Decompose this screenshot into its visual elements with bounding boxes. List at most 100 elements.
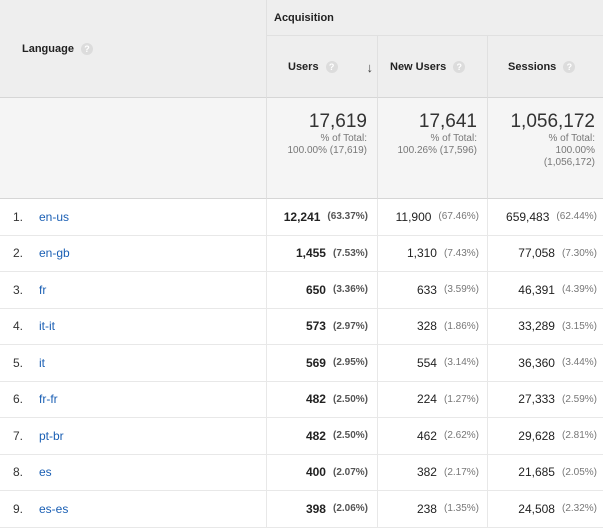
table-row-users: 482 (2.50%)	[267, 381, 378, 418]
sessions-value: 77,058	[518, 246, 555, 261]
new-users-value: 328	[416, 319, 437, 334]
new-users-value: 382	[416, 465, 437, 480]
language-link[interactable]: it	[39, 355, 45, 370]
help-icon[interactable]: ?	[453, 60, 466, 73]
new-users-value: 554	[416, 355, 437, 370]
table-row-users: 398 (2.06%)	[267, 491, 378, 528]
sessions-percent: (4.39%)	[561, 284, 597, 296]
users-value: 398	[305, 501, 326, 516]
table-row-new-users: 382 (2.17%)	[378, 454, 488, 491]
users-percent: (2.95%)	[332, 357, 368, 369]
totals-sessions-caption: % of Total:	[548, 133, 595, 144]
users-value: 482	[305, 392, 326, 407]
language-link[interactable]: pt-br	[39, 428, 64, 443]
table-row-new-users: 633 (3.59%)	[378, 272, 488, 309]
sessions-percent: (2.59%)	[561, 393, 597, 405]
new-users-percent: (67.46%)	[438, 211, 479, 223]
new-users-value: 1,310	[406, 246, 437, 261]
language-link[interactable]: it-it	[39, 319, 55, 334]
table-row-users: 482 (2.50%)	[267, 418, 378, 455]
users-percent: (2.06%)	[332, 503, 368, 515]
sort-descending-icon[interactable]: ↓	[366, 60, 374, 75]
sessions-value: 24,508	[518, 501, 555, 516]
sessions-percent: (2.05%)	[561, 466, 597, 478]
language-header-label: Language	[22, 42, 74, 55]
row-index: 2.	[13, 246, 24, 261]
sessions-header-label: Sessions	[508, 60, 557, 73]
users-value: 650	[305, 282, 326, 297]
totals-users-caption: % of Total:	[320, 133, 367, 144]
users-percent: (2.50%)	[332, 430, 368, 442]
table-row-users: 400 (2.07%)	[267, 454, 378, 491]
users-value: 482	[305, 428, 326, 443]
table-row-users: 12,241 (63.37%)	[267, 199, 378, 236]
users-percent: (7.53%)	[332, 247, 368, 259]
table-row-sessions: 24,508 (2.32%)	[488, 491, 603, 528]
table-row-language: 4. it-it	[0, 308, 267, 345]
sessions-column-header[interactable]: Sessions ?	[488, 36, 603, 98]
totals-sessions-cell: 1,056,172 % of Total: 100.00% (1,056,172…	[488, 98, 603, 199]
totals-sessions-percent: 100.00%	[555, 145, 595, 156]
row-index: 7.	[13, 428, 24, 443]
users-percent: (2.50%)	[332, 393, 368, 405]
sessions-value: 33,289	[518, 319, 555, 334]
table-row-new-users: 462 (2.62%)	[378, 418, 488, 455]
table-row-sessions: 21,685 (2.05%)	[488, 454, 603, 491]
table-row-users: 569 (2.95%)	[267, 345, 378, 382]
row-index: 8.	[13, 465, 24, 480]
totals-language-cell	[0, 98, 267, 199]
help-icon[interactable]: ?	[563, 60, 576, 73]
table-row-language: 6. fr-fr	[0, 381, 267, 418]
totals-users-percent: 100.00% (17,619)	[287, 145, 367, 156]
language-link[interactable]: fr	[39, 282, 47, 297]
users-percent: (63.37%)	[327, 211, 368, 223]
sessions-value: 36,360	[518, 355, 555, 370]
acquisition-group-header: Acquisition	[267, 0, 603, 36]
table-row-new-users: 1,310 (7.43%)	[378, 235, 488, 272]
new-users-percent: (7.43%)	[443, 247, 479, 259]
new-users-value: 462	[416, 428, 437, 443]
language-link[interactable]: es	[39, 465, 52, 480]
sessions-value: 21,685	[518, 465, 555, 480]
totals-sessions-value: 1,056,172	[510, 111, 595, 132]
totals-users-cell: 17,619 % of Total: 100.00% (17,619)	[267, 98, 378, 199]
sessions-value: 27,333	[518, 392, 555, 407]
users-value: 573	[305, 319, 326, 334]
users-value: 12,241	[283, 209, 321, 224]
new-users-column-header[interactable]: New Users ?	[378, 36, 488, 98]
help-icon[interactable]: ?	[325, 60, 338, 73]
new-users-header-label: New Users	[390, 60, 447, 73]
table-row-new-users: 11,900 (67.46%)	[378, 199, 488, 236]
table-row-new-users: 238 (1.35%)	[378, 491, 488, 528]
language-link[interactable]: en-us	[39, 209, 70, 224]
table-row-sessions: 659,483 (62.44%)	[488, 199, 603, 236]
users-percent: (2.07%)	[332, 466, 368, 478]
sessions-percent: (3.15%)	[561, 320, 597, 332]
users-value: 400	[305, 465, 326, 480]
language-link[interactable]: es-es	[39, 501, 69, 516]
language-link[interactable]: fr-fr	[39, 392, 58, 407]
table-row-sessions: 27,333 (2.59%)	[488, 381, 603, 418]
new-users-percent: (3.14%)	[443, 357, 479, 369]
table-row-language: 8. es	[0, 454, 267, 491]
table-row-sessions: 46,391 (4.39%)	[488, 272, 603, 309]
help-icon[interactable]: ?	[80, 42, 93, 55]
table-row-language: 3. fr	[0, 272, 267, 309]
new-users-percent: (2.17%)	[443, 466, 479, 478]
new-users-percent: (1.27%)	[443, 393, 479, 405]
table-row-new-users: 554 (3.14%)	[378, 345, 488, 382]
language-link[interactable]: en-gb	[39, 246, 70, 261]
new-users-percent: (2.62%)	[443, 430, 479, 442]
row-index: 4.	[13, 319, 24, 334]
new-users-percent: (1.35%)	[443, 503, 479, 515]
totals-new-users-caption: % of Total:	[430, 133, 477, 144]
table-row-users: 1,455 (7.53%)	[267, 235, 378, 272]
table-row-language: 9. es-es	[0, 491, 267, 528]
users-column-header[interactable]: Users ? ↓	[267, 36, 378, 98]
sessions-percent: (62.44%)	[556, 211, 597, 223]
table-row-language: 2. en-gb	[0, 235, 267, 272]
table-row-language: 7. pt-br	[0, 418, 267, 455]
users-header-label: Users	[288, 60, 319, 73]
sessions-value: 46,391	[518, 282, 555, 297]
language-column-header[interactable]: Language ?	[0, 0, 267, 98]
